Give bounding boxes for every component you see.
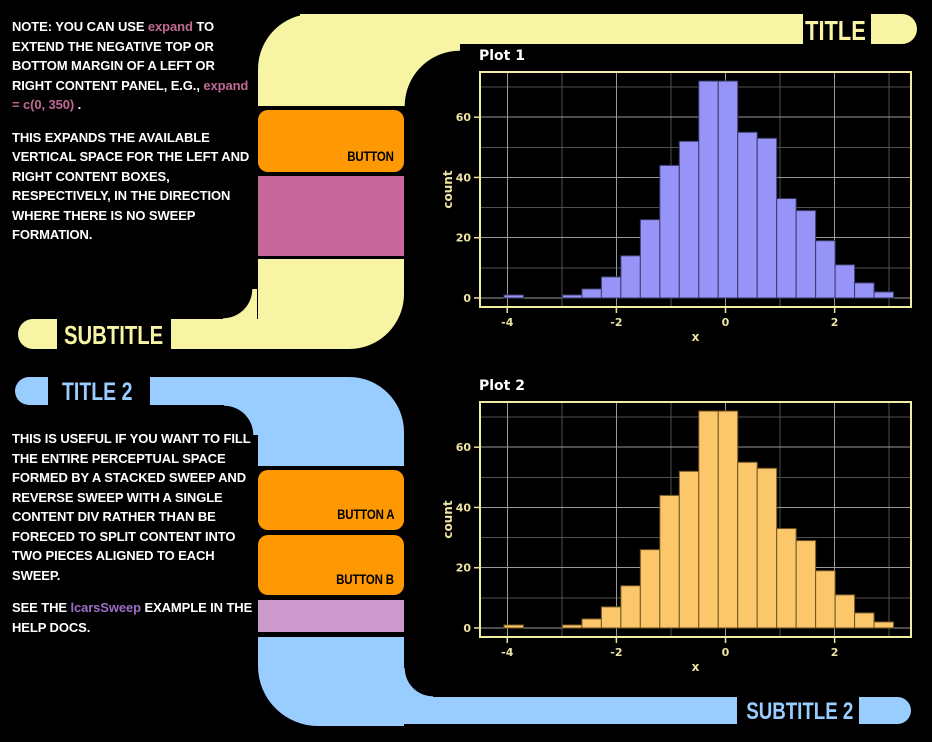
button-a[interactable]: BUTTON A: [258, 470, 404, 530]
svg-text:x: x: [692, 330, 700, 344]
svg-text:20: 20: [456, 562, 472, 575]
svg-text:-4: -4: [501, 646, 514, 659]
section2-subtitle: SUBTITLE 2: [745, 698, 853, 725]
subtitle-bar: [171, 319, 271, 349]
svg-text:60: 60: [456, 441, 472, 454]
top-header-bar: [300, 14, 803, 44]
bottom-bar: [320, 697, 737, 724]
svg-text:0: 0: [463, 292, 471, 305]
svg-text:Plot 1: Plot 1: [479, 48, 525, 64]
info-text-block: THIS IS USEFUL IF YOU WANT TO FILL THE E…: [12, 429, 258, 650]
lilac-panel-block: [258, 600, 404, 632]
page-subtitle: SUBTITLE: [64, 320, 164, 350]
button-b[interactable]: BUTTON B: [258, 535, 404, 595]
see-docs-paragraph: SEE THE lcarsSweep EXAMPLE IN THE HELP D…: [12, 600, 253, 635]
inline-code-expand-call: expand = c(0, 350): [12, 77, 249, 113]
svg-text:60: 60: [456, 111, 472, 124]
svg-text:0: 0: [463, 622, 471, 635]
svg-text:-2: -2: [610, 646, 622, 659]
svg-text:40: 40: [456, 501, 472, 514]
svg-text:0: 0: [722, 646, 730, 659]
button-top[interactable]: BUTTON: [258, 110, 404, 172]
svg-text:2: 2: [831, 646, 839, 659]
expand-description-paragraph: THIS EXPANDS THE AVAILABLE VERTICAL SPAC…: [12, 129, 250, 243]
pink-panel-block: [258, 176, 404, 256]
button-top-label: BUTTON: [347, 149, 394, 164]
svg-text:Plot 2: Plot 2: [479, 378, 525, 394]
subtitle-sweep-inner-curve: [223, 289, 257, 319]
svg-text:-4: -4: [501, 316, 514, 329]
useful-description-paragraph: THIS IS USEFUL IF YOU WANT TO FILL THE E…: [12, 431, 251, 583]
svg-text:x: x: [692, 660, 700, 674]
inline-code-lcarssweep: lcarsSweep: [70, 600, 141, 615]
title2-left-cap: [15, 377, 48, 405]
subtitle-left-cap: [18, 319, 57, 349]
section2-title: TITLE 2: [62, 378, 133, 406]
svg-text:-2: -2: [610, 316, 622, 329]
svg-text:0: 0: [722, 316, 730, 329]
bottom-sweep-inner-curve: [404, 668, 433, 697]
title2-sweep-elbow: [258, 377, 404, 466]
plot1-container: 0 20 40 60 -4 -2 0 2 x count Plot 1: [440, 44, 932, 344]
bottom-bar-end-cap: [859, 697, 911, 724]
note-text-block: NOTE: YOU CAN USE expand TO EXTEND THE N…: [12, 17, 258, 258]
note-paragraph: NOTE: YOU CAN USE expand TO EXTEND THE N…: [12, 19, 249, 113]
plot2-container: 0 20 40 60 -4 -2 0 2 x count Plot 2: [440, 374, 932, 674]
top-header-end-cap: [871, 14, 917, 44]
title2-sweep-inner-curve: [224, 405, 258, 435]
plot1-histogram: 0 20 40 60 -4 -2 0 2 x count Plot 1: [441, 48, 912, 344]
plot2-histogram: 0 20 40 60 -4 -2 0 2 x count Plot 2: [441, 378, 912, 674]
button-b-label: BUTTON B: [336, 572, 394, 587]
svg-text:20: 20: [456, 232, 472, 245]
inline-code-expand: expand: [147, 19, 193, 34]
svg-text:40: 40: [456, 171, 472, 184]
svg-text:2: 2: [831, 316, 839, 329]
svg-text:count: count: [441, 170, 455, 208]
svg-text:count: count: [441, 500, 455, 538]
page-title: TITLE: [805, 15, 866, 46]
subtitle-sweep-elbow: [258, 259, 404, 349]
button-a-label: BUTTON A: [336, 507, 394, 522]
top-sweep-inner-curve: [404, 44, 460, 106]
